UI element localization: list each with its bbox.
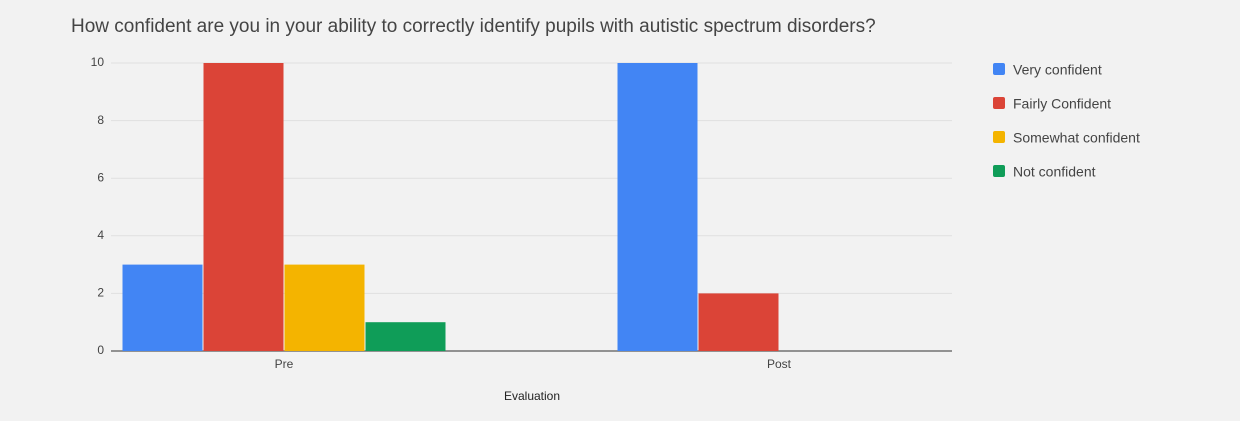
bar (365, 322, 446, 351)
chart-title: How confident are you in your ability to… (71, 16, 876, 37)
y-tick-label: 10 (91, 55, 105, 69)
legend-swatch (993, 165, 1005, 177)
y-tick-label: 4 (97, 228, 104, 242)
x-tick-label: Post (767, 357, 792, 371)
bar (122, 264, 203, 351)
bar (203, 63, 284, 351)
x-axis-title: Evaluation (504, 389, 560, 403)
y-tick-label: 8 (97, 113, 104, 127)
legend-label: Somewhat confident (1013, 130, 1140, 146)
legend-label: Very confident (1013, 62, 1102, 78)
y-tick-label: 6 (97, 170, 104, 184)
bar (698, 293, 779, 351)
y-tick-label: 2 (97, 286, 104, 300)
legend-swatch (993, 97, 1005, 109)
y-tick-label: 0 (97, 343, 104, 357)
legend-label: Fairly Confident (1013, 96, 1111, 112)
legend-label: Not confident (1013, 164, 1096, 180)
bar (284, 264, 365, 351)
legend-swatch (993, 131, 1005, 143)
bar (617, 63, 698, 351)
legend-swatch (993, 63, 1005, 75)
x-tick-label: Pre (275, 357, 294, 371)
